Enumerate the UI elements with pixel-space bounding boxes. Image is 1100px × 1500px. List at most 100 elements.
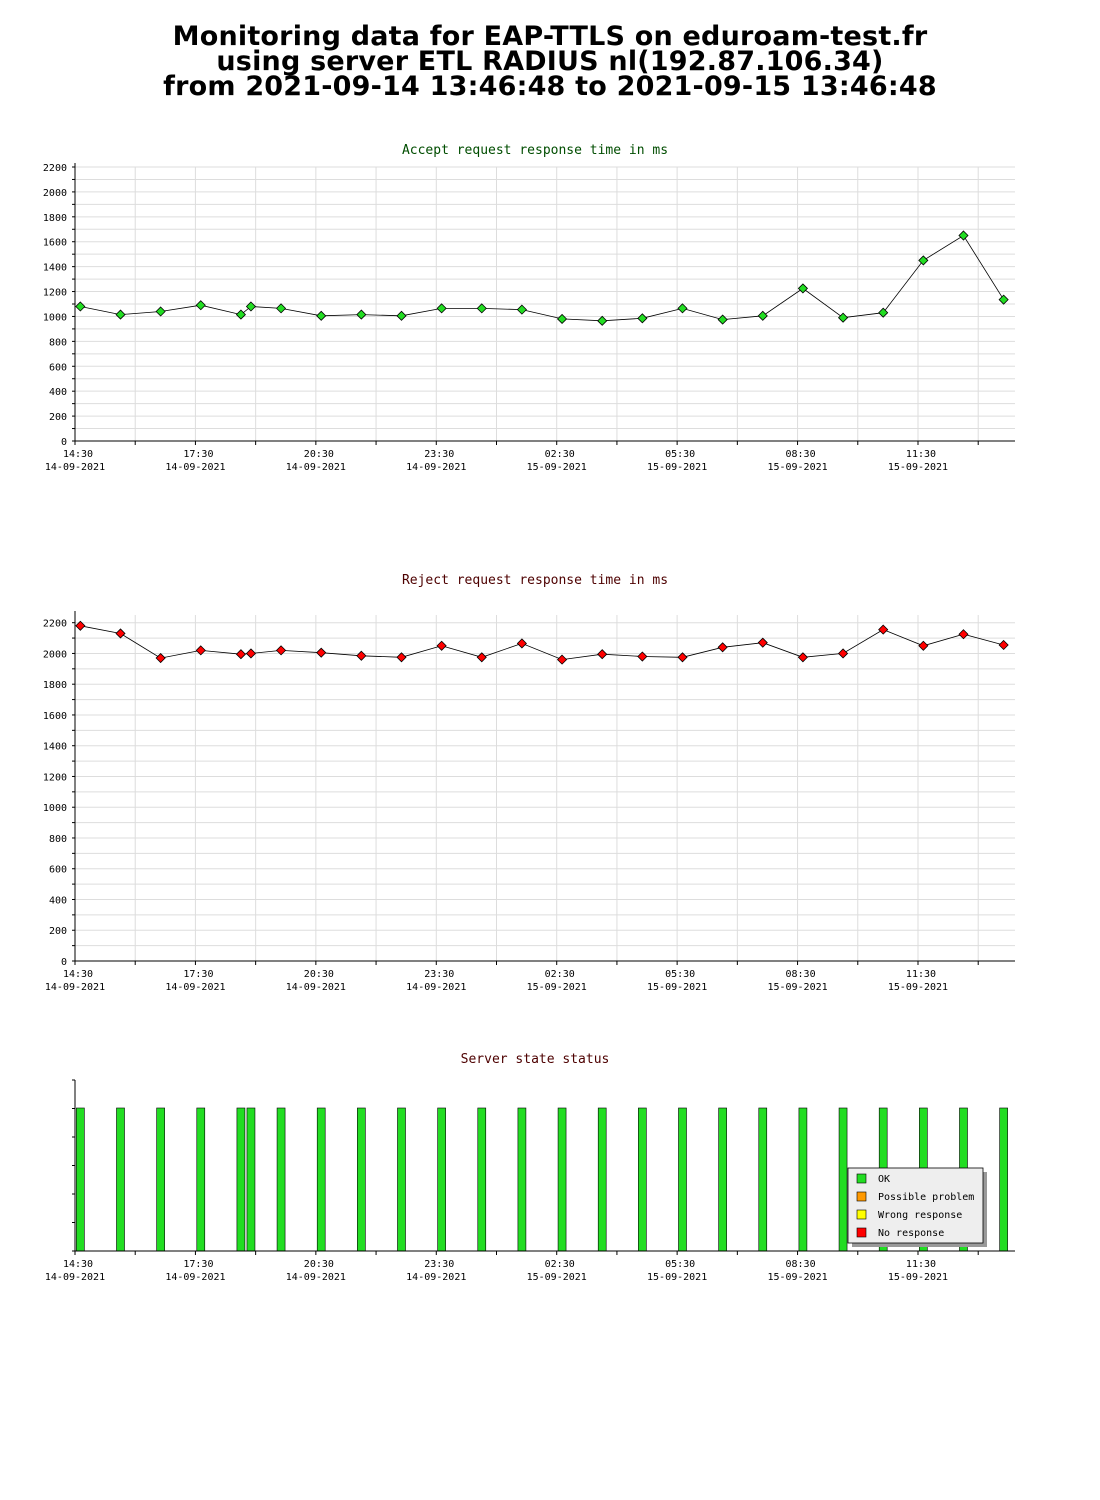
x-tick-label-date: 15-09-2021 (647, 1272, 707, 1283)
x-tick-label-time: 17:30 (183, 1259, 213, 1270)
header-line-1: Monitoring data for EAP-TTLS on eduroam-… (172, 21, 928, 52)
y-tick-label: 400 (49, 387, 67, 398)
data-point (275, 645, 287, 656)
data-point (918, 255, 929, 266)
x-tick-label-time: 08:30 (786, 969, 816, 980)
legend-swatch (856, 1227, 867, 1238)
data-point (637, 651, 648, 662)
x-tick-label-time: 20:30 (304, 449, 334, 460)
data-point (958, 629, 969, 640)
x-tick-label-time: 11:30 (906, 1259, 936, 1270)
x-tick-label-date: 14-09-2021 (406, 1272, 466, 1283)
data-point (757, 637, 768, 648)
x-tick-label-date: 14-09-2021 (286, 982, 346, 993)
data-point (245, 301, 257, 312)
data-point (155, 652, 166, 664)
status-bar (76, 1107, 85, 1252)
status-bar (597, 1107, 607, 1252)
data-point (597, 649, 608, 660)
header-line-3: from 2021-09-14 13:46:48 to 2021-09-15 1… (163, 71, 937, 102)
data-point (195, 645, 206, 656)
y-tick-label: 1600 (43, 711, 67, 722)
y-tick-label: 1000 (43, 312, 67, 323)
y-tick-label: 0 (61, 437, 67, 448)
data-point (556, 654, 568, 665)
status-bar (437, 1107, 446, 1252)
data-point (998, 294, 1009, 305)
y-tick-label: 1400 (43, 742, 67, 753)
data-point (115, 309, 126, 320)
y-tick-label: 1200 (43, 772, 67, 783)
data-point (316, 310, 327, 321)
x-tick-label-date: 14-09-2021 (286, 462, 346, 473)
data-point (958, 230, 969, 241)
x-tick-label-time: 05:30 (665, 1259, 695, 1270)
x-tick-label-time: 14:30 (63, 449, 93, 460)
x-tick-label-time: 23:30 (424, 449, 454, 460)
y-tick-label: 2000 (43, 188, 67, 199)
data-point (155, 306, 166, 317)
status-bar (397, 1107, 406, 1252)
data-point (797, 283, 808, 294)
y-tick-label: 1200 (43, 288, 67, 299)
x-tick-label-date: 15-09-2021 (767, 1272, 827, 1283)
data-point (878, 624, 889, 635)
y-tick-label: 400 (49, 895, 67, 906)
series-line (80, 625, 1004, 661)
data-point (837, 648, 849, 659)
data-point (878, 307, 889, 318)
data-point (516, 638, 527, 649)
data-point (677, 652, 688, 663)
legend-label: Possible problem (878, 1192, 974, 1203)
data-point (436, 640, 447, 651)
status-bar (357, 1107, 366, 1252)
legend-swatch (856, 1173, 867, 1184)
y-tick-label: 800 (49, 834, 67, 845)
x-tick-label-date: 14-09-2021 (406, 462, 466, 473)
x-tick-label-date: 15-09-2021 (527, 1272, 587, 1283)
data-point (316, 647, 327, 658)
header-line-2: using server ETL RADIUS nl(192.87.106.34… (216, 46, 884, 77)
x-tick-label-date: 15-09-2021 (527, 462, 587, 473)
data-point (918, 640, 929, 651)
x-tick-label-time: 14:30 (63, 1259, 93, 1270)
data-point (235, 309, 246, 320)
data-point (356, 309, 367, 320)
x-tick-label-time: 08:30 (786, 449, 816, 460)
data-point (837, 312, 849, 323)
x-tick-label-date: 15-09-2021 (647, 982, 707, 993)
data-point (195, 300, 206, 311)
page-header: Monitoring data for EAP-TTLS on eduroam-… (0, 21, 1100, 102)
status-bar (557, 1107, 567, 1252)
data-point (677, 303, 688, 314)
x-tick-label-time: 02:30 (545, 1259, 575, 1270)
data-point (717, 314, 728, 325)
reject-response-chart: Reject request response time in ms 0 200 40… (43, 573, 1015, 993)
y-tick-label: 2000 (43, 649, 67, 660)
x-tick-label-time: 20:30 (304, 969, 334, 980)
status-bar (999, 1107, 1008, 1252)
x-tick-label-date: 14-09-2021 (45, 1272, 105, 1283)
x-tick-label-time: 23:30 (424, 1259, 454, 1270)
x-tick-label-time: 17:30 (183, 449, 213, 460)
status-bar (236, 1107, 246, 1252)
data-point (75, 301, 86, 312)
x-tick-label-time: 11:30 (906, 449, 936, 460)
x-tick-label-time: 17:30 (183, 969, 213, 980)
y-tick-label: 0 (61, 957, 67, 968)
x-tick-label-date: 14-09-2021 (286, 1272, 346, 1283)
y-tick-label: 600 (49, 865, 67, 876)
y-tick-label: 1600 (43, 238, 67, 249)
y-tick-label: 2200 (43, 163, 67, 174)
x-tick-label-date: 15-09-2021 (888, 462, 948, 473)
data-point (115, 628, 126, 639)
data-point (275, 303, 287, 314)
data-point (797, 652, 808, 663)
data-point (998, 639, 1009, 651)
data-point (476, 303, 487, 314)
legend-box (847, 1167, 984, 1244)
chart-title: Accept request response time in ms (402, 143, 668, 158)
status-bar (718, 1107, 727, 1252)
data-point (637, 313, 648, 324)
y-tick-label: 1400 (43, 263, 67, 274)
